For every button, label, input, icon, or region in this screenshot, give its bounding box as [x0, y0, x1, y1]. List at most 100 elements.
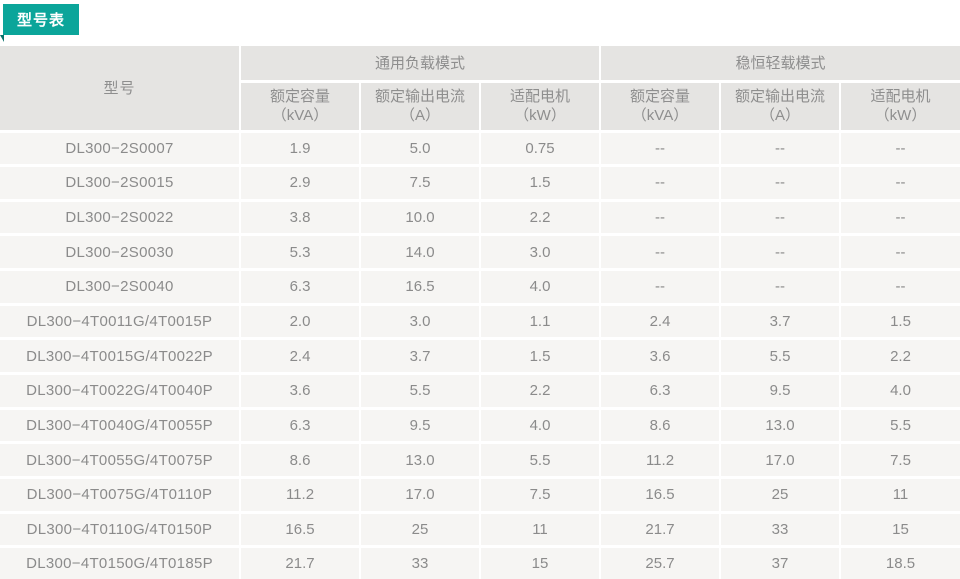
value-cell: 2.2 — [479, 372, 601, 410]
value-cell: -- — [839, 198, 960, 237]
column-header-rated-output-current-general: 额定输出电流 （A） — [359, 79, 481, 133]
model-cell: DL300−2S0030 — [0, 233, 241, 272]
column-header-unit: （kVA） — [271, 107, 329, 124]
value-cell: 21.7 — [239, 545, 361, 579]
value-cell: 17.0 — [719, 441, 841, 480]
group-header-row: 型号 通用负载模式 稳恒轻载模式 — [0, 46, 960, 133]
sub-header-row: 额定容量 （kVA） 额定输出电流 （A） 适配电机 （kW） 额定容量 （kV… — [0, 79, 960, 133]
value-cell: -- — [839, 233, 960, 272]
value-cell: 9.5 — [359, 406, 481, 445]
value-cell: 21.7 — [599, 510, 721, 549]
model-cell: DL300−2S0022 — [0, 198, 241, 237]
value-cell: 6.3 — [239, 268, 361, 306]
value-cell: 3.8 — [239, 198, 361, 237]
column-header-title: 适配电机 — [870, 88, 931, 105]
column-header-unit: （kVA） — [631, 107, 689, 124]
model-spec-table: 型号 通用负载模式 稳恒轻载模式 额定容量 （kVA） 额定输出电流 （A） 适… — [0, 46, 960, 579]
column-header-unit: （kW） — [514, 107, 566, 124]
table-row: DL300−4T0055G/4T0075P 8.6 13.0 5.5 11.2 17.0 7… — [0, 441, 960, 480]
page: 型号表 型号 通用负载模式 稳恒轻载模式 额定容量 （kVA） 额定输出电流 （… — [0, 4, 960, 579]
table-row: DL300−4T0150G/4T0185P 21.7 33 15 25.7 37 18.5 — [0, 545, 960, 579]
value-cell: 1.1 — [479, 302, 601, 341]
value-cell: 16.5 — [359, 268, 481, 306]
table-row: DL300−4T0022G/4T0040P 3.6 5.5 2.2 6.3 9.5 4.0 — [0, 372, 960, 410]
column-header-unit: （kW） — [874, 107, 927, 124]
value-cell: -- — [599, 233, 721, 272]
value-cell: 37 — [719, 545, 841, 579]
value-cell: 6.3 — [239, 406, 361, 445]
model-cell: DL300−2S0015 — [0, 164, 241, 202]
value-cell: 2.9 — [239, 164, 361, 202]
value-cell: 6.3 — [599, 372, 721, 410]
value-cell: 5.5 — [839, 406, 960, 445]
table-row: DL300−2S0040 6.3 16.5 4.0 -- -- -- — [0, 268, 960, 306]
value-cell: 15 — [839, 510, 960, 549]
value-cell: 4.0 — [479, 268, 601, 306]
value-cell: -- — [719, 268, 841, 306]
value-cell: 1.5 — [479, 164, 601, 202]
value-cell: 3.7 — [359, 337, 481, 376]
value-cell: 7.5 — [839, 441, 960, 480]
column-header-model: 型号 — [0, 46, 241, 133]
table-row: DL300−4T0040G/4T0055P 6.3 9.5 4.0 8.6 13.0 5.5 — [0, 406, 960, 445]
value-cell: -- — [839, 164, 960, 202]
value-cell: 11 — [839, 476, 960, 514]
column-header-title: 适配电机 — [509, 88, 570, 105]
value-cell: 17.0 — [359, 476, 481, 514]
value-cell: -- — [719, 233, 841, 272]
table-row: DL300−4T0015G/4T0022P 2.4 3.7 1.5 3.6 5.5 2.2 — [0, 337, 960, 376]
value-cell: 3.6 — [599, 337, 721, 376]
section-tab-label: 型号表 — [16, 12, 65, 29]
column-header-rated-capacity-stable: 额定容量 （kVA） — [599, 79, 721, 133]
table-row: DL300−4T0075G/4T0110P 11.2 17.0 7.5 16.5 25 11 — [0, 476, 960, 514]
value-cell: 25.7 — [599, 545, 721, 579]
model-table-body: DL300−2S0007 1.9 5.0 0.75 -- -- -- DL300−2S0015… — [0, 131, 960, 579]
group-header-stable-light-load-mode: 稳恒轻载模式 — [599, 46, 960, 83]
column-header-rated-capacity-general: 额定容量 （kVA） — [240, 79, 361, 133]
value-cell: 1.9 — [239, 131, 361, 168]
value-cell: -- — [719, 198, 841, 237]
value-cell: 7.5 — [479, 476, 601, 514]
value-cell: -- — [719, 164, 841, 202]
column-header-adapted-motor-stable: 适配电机 （kW） — [839, 79, 960, 133]
table-row: DL300−2S0015 2.9 7.5 1.5 -- -- -- — [0, 164, 960, 202]
value-cell: -- — [599, 164, 721, 202]
column-header-unit: （A） — [759, 107, 800, 124]
value-cell: -- — [599, 198, 721, 237]
value-cell: 1.5 — [839, 302, 960, 341]
value-cell: -- — [599, 268, 721, 306]
value-cell: 1.5 — [479, 337, 601, 376]
value-cell: 9.5 — [719, 372, 841, 410]
value-cell: 5.0 — [359, 131, 481, 168]
column-header-title: 额定输出电流 — [374, 88, 465, 105]
model-cell: DL300−4T0011G/4T0015P — [0, 302, 241, 341]
table-row: DL300−4T0011G/4T0015P 2.0 3.0 1.1 2.4 3.7 1.5 — [0, 302, 960, 341]
value-cell: 3.0 — [479, 233, 601, 272]
value-cell: 5.5 — [479, 441, 601, 480]
model-cell: DL300−4T0150G/4T0185P — [0, 545, 241, 579]
value-cell: -- — [719, 131, 841, 168]
value-cell: 14.0 — [359, 233, 481, 272]
value-cell: -- — [599, 131, 721, 168]
value-cell: 18.5 — [839, 545, 960, 579]
value-cell: 10.0 — [359, 198, 481, 237]
value-cell: 8.6 — [599, 406, 721, 445]
value-cell: 2.4 — [239, 337, 361, 376]
value-cell: 3.7 — [719, 302, 841, 341]
value-cell: 11.2 — [239, 476, 361, 514]
column-header-rated-output-current-stable: 额定输出电流 （A） — [719, 79, 841, 133]
value-cell: 5.5 — [359, 372, 481, 410]
value-cell: -- — [839, 131, 960, 168]
value-cell: 2.2 — [839, 337, 960, 376]
value-cell: -- — [839, 268, 960, 306]
value-cell: 4.0 — [839, 372, 960, 410]
value-cell: 2.4 — [599, 302, 721, 341]
table-row: DL300−2S0030 5.3 14.0 3.0 -- -- -- — [0, 233, 960, 272]
value-cell: 13.0 — [719, 406, 841, 445]
value-cell: 8.6 — [239, 441, 361, 480]
model-cell: DL300−4T0040G/4T0055P — [0, 406, 241, 445]
column-header-title: 额定输出电流 — [734, 88, 825, 105]
section-tab: 型号表 — [0, 4, 79, 42]
table-row: DL300−4T0110G/4T0150P 16.5 25 11 21.7 33 15 — [0, 510, 960, 549]
value-cell: 4.0 — [479, 406, 601, 445]
